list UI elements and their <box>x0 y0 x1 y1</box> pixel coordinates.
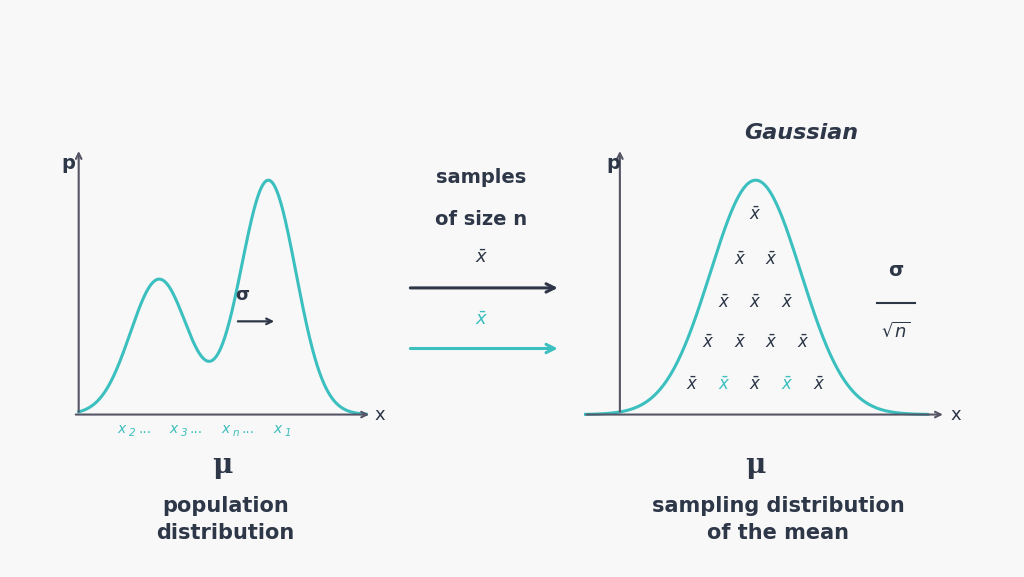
Text: n: n <box>232 428 240 438</box>
Text: $\bar{x}$: $\bar{x}$ <box>475 312 487 329</box>
Text: x: x <box>169 422 178 436</box>
Text: μ: μ <box>745 452 766 479</box>
Text: $\bar{x}$: $\bar{x}$ <box>781 294 794 312</box>
Text: $\bar{x}$: $\bar{x}$ <box>686 376 698 394</box>
Text: $\bar{x}$: $\bar{x}$ <box>718 294 730 312</box>
Text: 2: 2 <box>129 428 136 438</box>
Text: $\bar{x}$: $\bar{x}$ <box>797 334 809 351</box>
Text: 1: 1 <box>285 428 291 438</box>
Text: x: x <box>221 422 229 436</box>
Text: x: x <box>118 422 126 436</box>
Text: p: p <box>606 153 620 173</box>
Text: $\sqrt{n}$: $\sqrt{n}$ <box>882 321 910 340</box>
Text: $\bar{x}$: $\bar{x}$ <box>718 376 730 394</box>
Text: ...: ... <box>242 422 255 436</box>
Text: $\bar{x}$: $\bar{x}$ <box>750 376 762 394</box>
Text: x: x <box>272 422 282 436</box>
Text: $\bar{x}$: $\bar{x}$ <box>781 376 794 394</box>
Text: $\bar{x}$: $\bar{x}$ <box>765 334 777 351</box>
Text: Gaussian: Gaussian <box>743 123 858 143</box>
Text: samples: samples <box>436 168 526 188</box>
Text: $\bar{x}$: $\bar{x}$ <box>475 249 487 267</box>
Text: μ: μ <box>212 452 232 479</box>
Text: 3: 3 <box>181 428 187 438</box>
Text: $\bar{x}$: $\bar{x}$ <box>765 251 777 269</box>
Text: $\bar{x}$: $\bar{x}$ <box>733 251 746 269</box>
Text: p: p <box>61 153 76 173</box>
Text: ...: ... <box>138 422 152 436</box>
Text: $\bar{x}$: $\bar{x}$ <box>750 206 762 224</box>
Text: population
distribution: population distribution <box>156 496 295 542</box>
Text: σ: σ <box>888 261 903 280</box>
Text: $\bar{x}$: $\bar{x}$ <box>750 294 762 312</box>
Text: $\bar{x}$: $\bar{x}$ <box>701 334 715 351</box>
Text: x: x <box>950 406 961 424</box>
Text: of size n: of size n <box>435 210 527 229</box>
Text: sampling distribution
of the mean: sampling distribution of the mean <box>652 496 904 542</box>
Text: $\bar{x}$: $\bar{x}$ <box>733 334 746 351</box>
Text: ...: ... <box>190 422 203 436</box>
Text: σ: σ <box>236 286 249 304</box>
Text: $\bar{x}$: $\bar{x}$ <box>813 376 825 394</box>
Text: x: x <box>375 406 385 424</box>
